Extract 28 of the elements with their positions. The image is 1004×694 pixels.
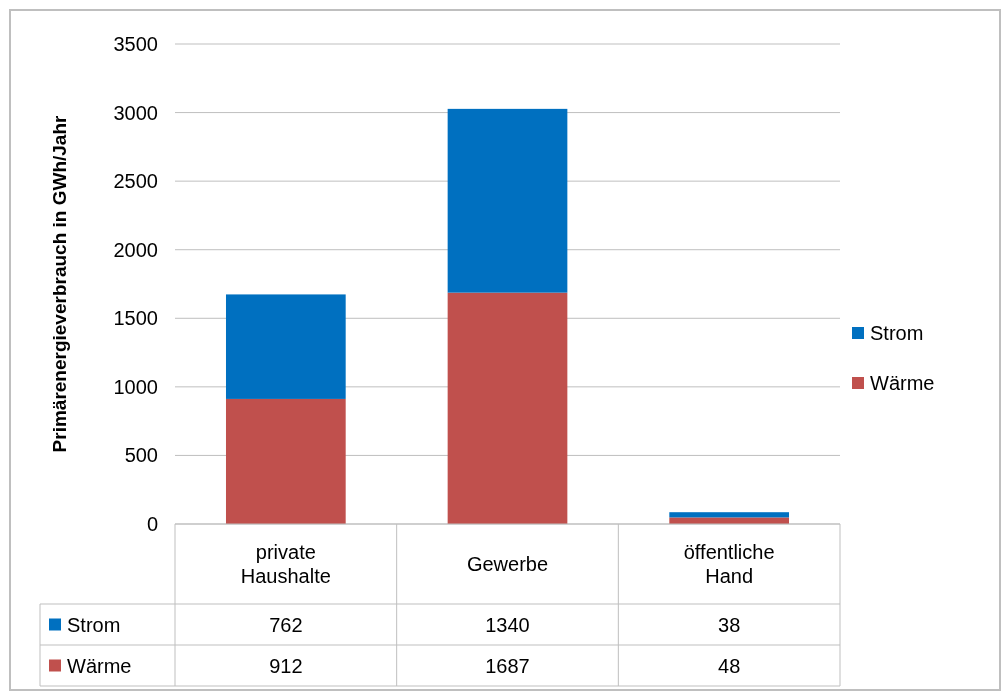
y-tick-label: 1500: [113, 307, 158, 330]
legend-label: Strom: [870, 322, 924, 344]
bar: [225, 398, 346, 524]
data-label: 1340: [485, 613, 530, 636]
data-label: 912: [269, 654, 303, 677]
bar: [225, 294, 346, 399]
x-tick-label: Gewerbe: [466, 553, 549, 575]
x-tick-label: private Haushalte: [240, 541, 331, 587]
text: Strom: [67, 613, 121, 636]
y-tick-label: 1000: [113, 375, 158, 398]
y-tick-label: 3500: [113, 33, 158, 55]
legend-label: Wärme: [870, 372, 935, 394]
x-tick-label: öffentliche Hand: [683, 541, 775, 587]
y-tick-label: 2500: [113, 170, 158, 193]
bar: [669, 512, 790, 518]
y-tick-label: 2000: [113, 238, 158, 261]
text: Wärme: [67, 654, 132, 677]
data-label: 762: [269, 613, 303, 636]
y-tick-label: 0: [146, 513, 158, 535]
y-tick-label: 3000: [113, 101, 158, 124]
data-label: 1687: [485, 654, 530, 677]
data-label: 38: [718, 613, 741, 636]
y-tick-label: 500: [124, 444, 158, 467]
y-axis-title: Primärenergieverbrauch in GWh/Jahr: [49, 114, 70, 453]
data-label: 48: [718, 654, 741, 677]
bar: [447, 108, 568, 293]
bar: [447, 292, 568, 524]
bar: [669, 517, 790, 524]
